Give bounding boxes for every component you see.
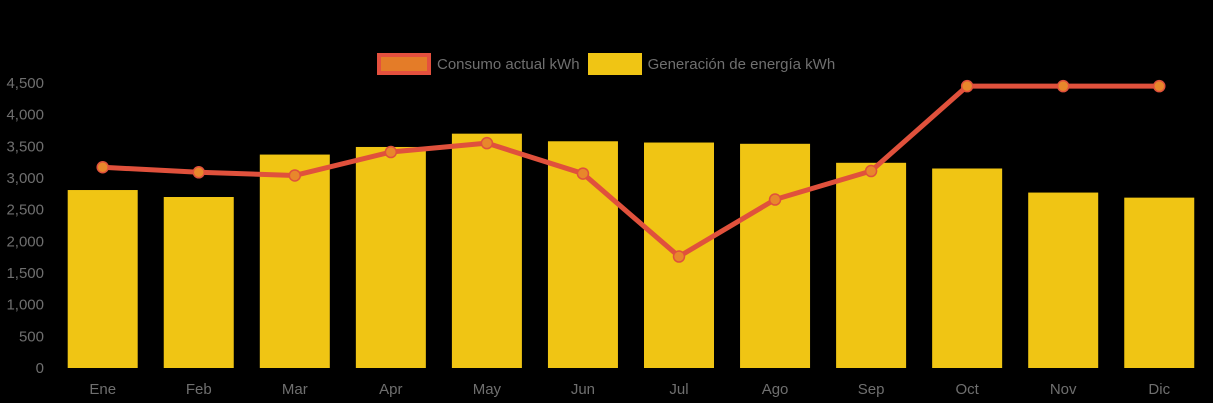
y-axis-tick-label: 4,000 <box>6 107 44 124</box>
bar-ene[interactable] <box>67 190 138 368</box>
bar-may[interactable] <box>451 133 522 368</box>
x-axis-label-ago: Ago <box>762 381 789 398</box>
line-point-sep[interactable] <box>864 164 878 178</box>
x-axis-label-ene: Ene <box>89 381 116 398</box>
y-axis-tick-label: 3,000 <box>6 170 44 187</box>
x-axis-label-nov: Nov <box>1050 381 1077 398</box>
x-axis-label-feb: Feb <box>186 381 212 398</box>
bar-dic[interactable] <box>1124 197 1195 368</box>
bar-mar[interactable] <box>259 154 330 368</box>
legend-label-consumo: Consumo actual kWh <box>437 55 580 73</box>
x-axis-label-apr: Apr <box>379 381 402 398</box>
legend-swatch-generacion-icon <box>587 53 642 75</box>
y-axis-tick-label: 1,500 <box>6 265 44 282</box>
x-axis-label-oct: Oct <box>955 381 979 398</box>
y-axis-tick-label: 0 <box>36 360 44 377</box>
chart-legend: Consumo actual kWh Generación de energía… <box>377 53 835 75</box>
x-axis-label-mar: Mar <box>282 381 308 398</box>
x-axis-label-sep: Sep <box>858 381 885 398</box>
bar-oct[interactable] <box>932 168 1003 369</box>
y-axis-tick-label: 1,000 <box>6 297 44 314</box>
legend-item-generacion-energia[interactable]: Generación de energía kWh <box>587 53 836 75</box>
consumption-line <box>100 83 1162 260</box>
line-point-jun[interactable] <box>576 167 590 180</box>
line-point-ago[interactable] <box>768 193 782 206</box>
line-point-oct[interactable] <box>960 79 974 93</box>
line-point-apr[interactable] <box>384 145 398 159</box>
line-point-ene[interactable] <box>96 160 109 174</box>
bar-ago[interactable] <box>740 143 811 368</box>
line-point-may[interactable] <box>480 136 494 150</box>
x-axis-label-jul: Jul <box>669 381 688 398</box>
line-point-nov[interactable] <box>1056 79 1070 93</box>
line-point-feb[interactable] <box>192 166 205 179</box>
x-axis-label-dic: Dic <box>1148 381 1170 398</box>
legend-swatch-consumo-icon <box>377 53 431 75</box>
line-point-dic[interactable] <box>1153 79 1166 93</box>
y-axis-tick-label: 4,500 <box>6 75 44 92</box>
x-axis-label-jun: Jun <box>571 381 595 398</box>
y-axis-tick-label: 3,500 <box>6 138 44 155</box>
line-point-jul[interactable] <box>672 250 686 263</box>
y-axis-tick-label: 2,500 <box>6 202 44 219</box>
y-axis-tick-label: 500 <box>19 328 44 345</box>
bar-nov[interactable] <box>1028 192 1099 368</box>
y-axis-tick-label: 2,000 <box>6 233 44 250</box>
legend-item-consumo-actual[interactable]: Consumo actual kWh <box>377 53 580 75</box>
bar-sep[interactable] <box>836 162 907 368</box>
bar-apr[interactable] <box>355 146 426 368</box>
x-axis-label-may: May <box>473 381 502 398</box>
bar-feb[interactable] <box>163 197 234 368</box>
line-point-mar[interactable] <box>288 169 302 182</box>
legend-label-generacion: Generación de energía kWh <box>647 55 836 73</box>
